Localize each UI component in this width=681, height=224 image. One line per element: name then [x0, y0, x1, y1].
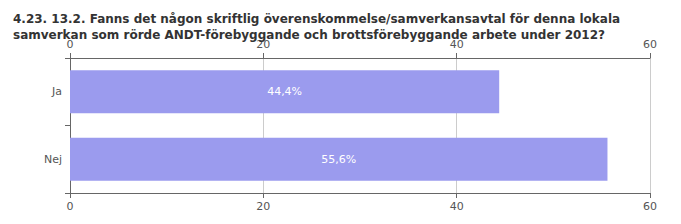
svg-text:0: 0 — [67, 200, 74, 213]
svg-text:60: 60 — [643, 38, 657, 51]
svg-text:0: 0 — [66, 38, 74, 51]
svg-text:55,6%: 55,6% — [321, 153, 356, 166]
svg-text:Ja: Ja — [51, 85, 62, 98]
svg-text:Nej: Nej — [44, 153, 62, 166]
svg-text:20: 20 — [256, 38, 271, 51]
svg-text:4.23. 13.2. Fanns det någon sk: 4.23. 13.2. Fanns det någon skriftlig öv… — [13, 12, 624, 26]
svg-text:20: 20 — [256, 200, 270, 213]
svg-text:samverkan som rörde ANDT-föreb: samverkan som rörde ANDT-förebyggande oc… — [13, 28, 605, 42]
svg-text:40: 40 — [450, 200, 464, 213]
svg-text:60: 60 — [643, 200, 657, 213]
svg-text:40: 40 — [449, 38, 464, 51]
svg-text:44,4%: 44,4% — [267, 85, 302, 98]
